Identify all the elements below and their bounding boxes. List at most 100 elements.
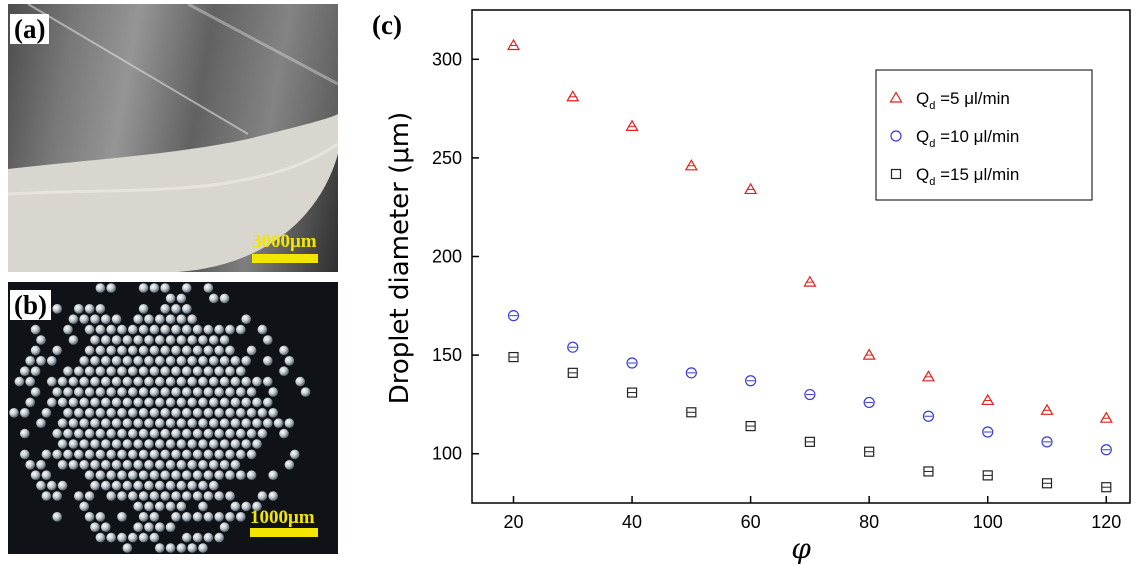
droplet <box>117 491 127 501</box>
droplet <box>30 387 41 397</box>
droplet <box>138 283 149 293</box>
droplet <box>63 449 73 460</box>
point-square <box>508 351 519 363</box>
droplet <box>165 439 176 449</box>
droplet <box>273 418 284 428</box>
droplet <box>225 449 235 460</box>
droplet <box>246 449 257 460</box>
droplet <box>176 480 187 491</box>
point-triangle <box>684 159 698 171</box>
legend-marker-triangle <box>889 91 903 103</box>
droplet <box>192 366 203 376</box>
droplet <box>176 335 187 345</box>
droplet <box>149 449 160 460</box>
droplet <box>187 314 197 324</box>
droplet <box>106 345 116 356</box>
droplet <box>90 522 100 532</box>
droplet <box>52 428 62 439</box>
droplet <box>68 335 79 345</box>
droplet <box>198 376 208 387</box>
droplet <box>90 356 100 366</box>
droplet <box>236 428 246 439</box>
droplet <box>182 470 192 480</box>
droplet <box>122 356 133 366</box>
droplet <box>214 512 224 522</box>
legend-marker-circle <box>890 130 902 142</box>
point-triangle <box>625 119 639 131</box>
droplet <box>209 335 219 345</box>
droplet <box>165 543 176 553</box>
droplet <box>36 480 46 491</box>
droplet <box>214 532 224 543</box>
droplet <box>241 501 251 512</box>
droplet <box>106 449 116 460</box>
droplet <box>252 501 262 512</box>
droplet <box>79 397 89 408</box>
droplet <box>230 501 241 512</box>
droplet <box>209 480 219 491</box>
x-tick-label: 80 <box>859 512 879 532</box>
droplet <box>122 397 133 408</box>
droplet <box>198 439 208 449</box>
droplet <box>268 408 279 418</box>
droplet <box>160 408 170 418</box>
droplet <box>225 324 235 335</box>
droplet <box>95 470 106 480</box>
droplet <box>95 449 106 460</box>
droplet <box>284 418 295 428</box>
point-circle <box>745 375 757 387</box>
droplet <box>182 428 192 439</box>
legend-marker-square <box>890 168 902 180</box>
droplet <box>138 408 149 418</box>
droplet <box>74 408 84 418</box>
droplet <box>263 335 273 345</box>
droplet <box>79 376 89 387</box>
droplet <box>101 376 111 387</box>
droplet <box>57 376 68 387</box>
droplet <box>214 366 224 376</box>
droplet <box>74 491 84 501</box>
droplet <box>68 314 79 324</box>
droplet <box>20 428 30 439</box>
droplet <box>176 397 187 408</box>
droplet <box>144 439 154 449</box>
droplet <box>225 408 235 418</box>
droplet <box>219 460 230 470</box>
droplet <box>111 314 122 324</box>
droplet <box>149 324 160 335</box>
droplet <box>63 366 73 376</box>
droplet-field <box>9 283 311 553</box>
droplet <box>182 366 192 376</box>
droplet <box>95 387 106 397</box>
droplet <box>47 480 57 491</box>
point-triangle <box>803 275 817 287</box>
droplet <box>155 376 165 387</box>
droplet <box>41 491 52 501</box>
droplet <box>95 366 106 376</box>
droplet <box>63 387 73 397</box>
droplet <box>230 418 241 428</box>
droplet <box>192 428 203 439</box>
droplet <box>155 439 165 449</box>
droplet <box>20 449 30 460</box>
y-axis-title: Droplet diameter (μm) <box>385 112 415 405</box>
droplet <box>52 512 62 522</box>
droplet <box>203 387 214 397</box>
droplet <box>198 460 208 470</box>
droplet <box>90 439 100 449</box>
droplet <box>95 345 106 356</box>
droplet <box>257 408 268 418</box>
droplet <box>84 366 95 376</box>
droplet <box>203 428 214 439</box>
droplet <box>203 408 214 418</box>
y-tick-label: 300 <box>432 49 462 69</box>
droplet <box>160 283 170 293</box>
droplet <box>149 387 160 397</box>
droplet <box>84 408 95 418</box>
droplet <box>203 532 214 543</box>
tube-illustration <box>8 4 338 272</box>
droplet <box>138 387 149 397</box>
droplet <box>198 543 208 553</box>
droplet <box>144 397 154 408</box>
droplet <box>176 460 187 470</box>
